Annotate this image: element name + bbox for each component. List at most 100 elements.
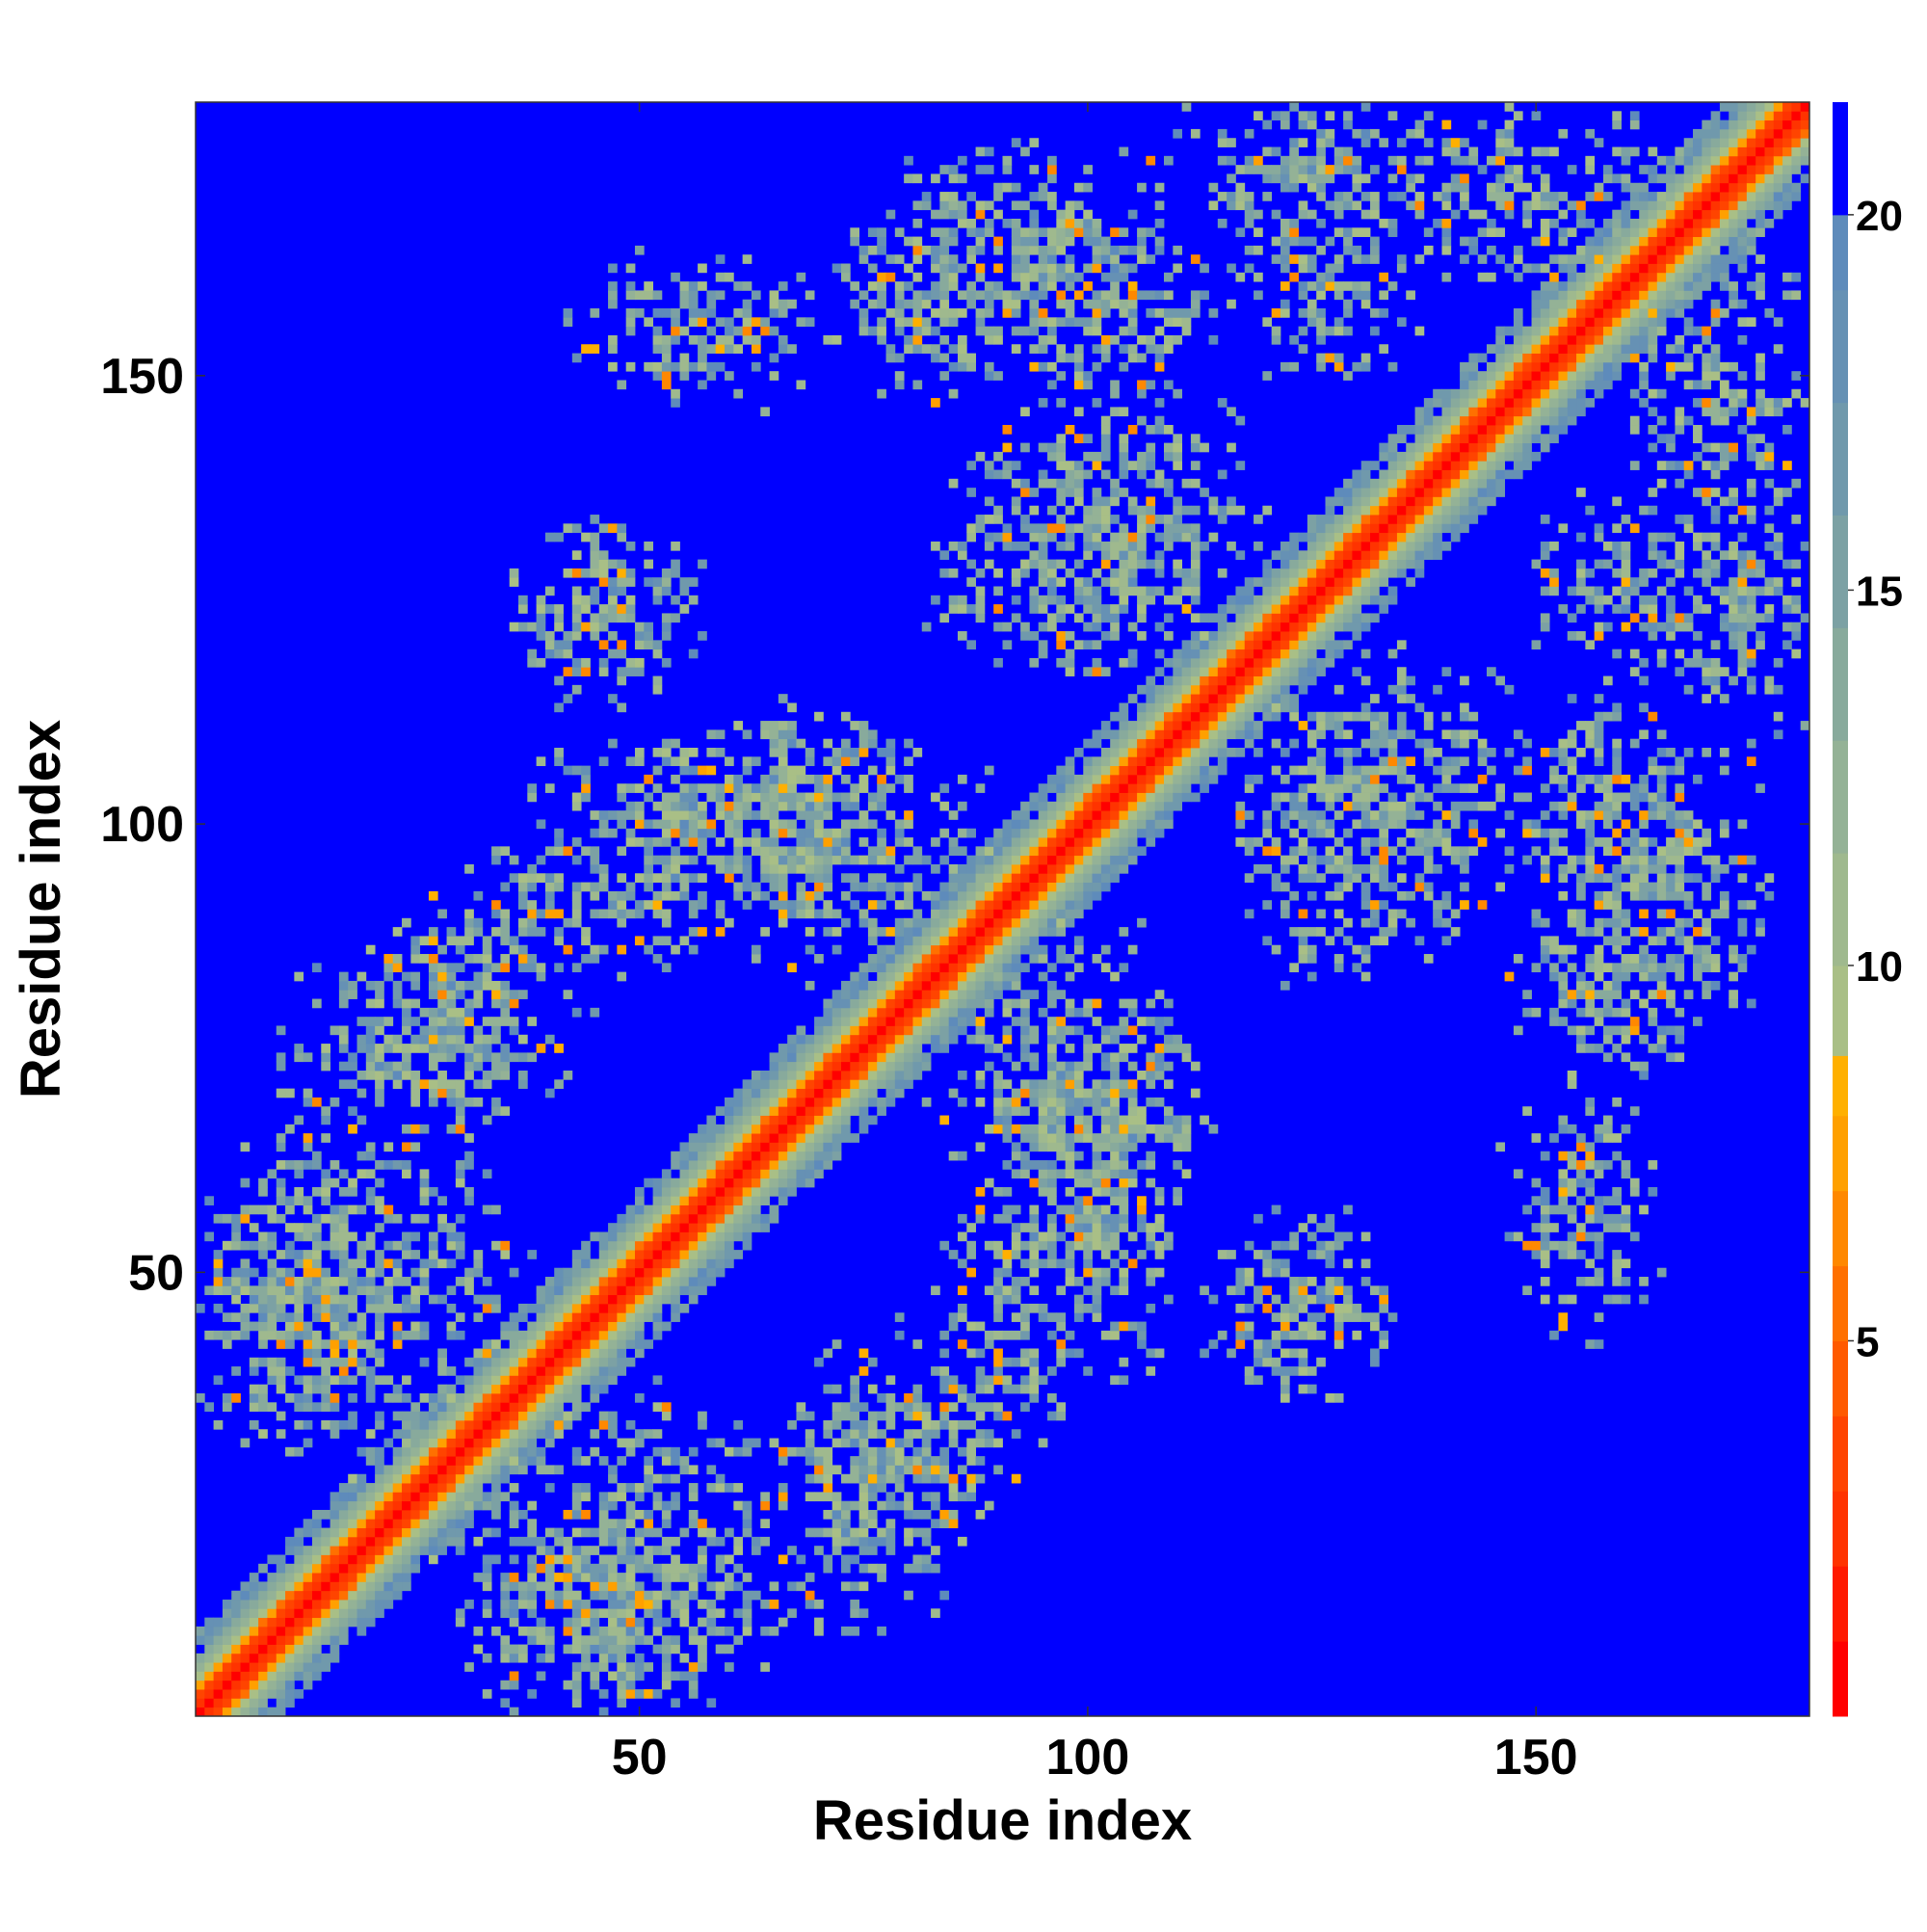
heatmap-cell [544, 1384, 555, 1394]
heatmap-cell [634, 1204, 645, 1215]
heatmap-cell [581, 1321, 591, 1332]
heatmap-cell [392, 1492, 403, 1502]
heatmap-cell [993, 1402, 1003, 1413]
heatmap-cell [885, 353, 896, 363]
heatmap-cell [760, 1169, 770, 1179]
heatmap-cell [1029, 954, 1040, 964]
heatmap-cell [894, 980, 905, 991]
heatmap-cell [634, 1581, 645, 1592]
heatmap-cell [679, 1267, 690, 1278]
heatmap-cell [1092, 1088, 1102, 1098]
heatmap-cell [410, 1097, 421, 1107]
heatmap-cell [375, 1312, 384, 1322]
heatmap-cell [957, 1258, 967, 1269]
heatmap-cell [1056, 801, 1067, 811]
heatmap-cell [867, 990, 878, 999]
heatmap-cell [904, 1438, 913, 1448]
heatmap-cell [706, 1267, 717, 1278]
heatmap-cell [1083, 1088, 1093, 1098]
heatmap-cell [348, 1527, 357, 1538]
heatmap-cell [294, 1330, 304, 1340]
heatmap-cell [778, 1044, 788, 1053]
heatmap-cell [491, 846, 501, 857]
heatmap-cell [778, 334, 788, 345]
heatmap-cell [1029, 828, 1040, 838]
heatmap-cell [581, 1546, 591, 1555]
heatmap-cell [410, 1438, 421, 1448]
heatmap-cell [796, 855, 806, 865]
heatmap-cell [957, 1384, 967, 1394]
heatmap-cell [303, 1573, 313, 1582]
heatmap-cell [491, 1348, 501, 1359]
heatmap-cell [249, 1357, 259, 1367]
heatmap-cell [428, 1419, 438, 1430]
heatmap-cell [356, 1590, 367, 1601]
heatmap-cell [715, 1133, 726, 1143]
heatmap-cell [311, 1097, 322, 1107]
heatmap-cell [1038, 559, 1048, 569]
heatmap-cell [608, 1312, 618, 1322]
heatmap-cell [527, 882, 538, 892]
heatmap-cell [464, 1473, 474, 1484]
heatmap-cell [527, 1500, 538, 1511]
heatmap-cell [500, 882, 511, 892]
heatmap-cell [1020, 801, 1030, 811]
heatmap-cell [509, 1617, 519, 1628]
heatmap-cell [858, 748, 869, 757]
heatmap-cell [240, 1438, 251, 1448]
heatmap-cell [832, 1419, 842, 1430]
heatmap-cell [571, 1698, 582, 1708]
heatmap-cell [1065, 1133, 1075, 1143]
heatmap-cell [410, 971, 421, 982]
heatmap-cell [383, 1509, 394, 1520]
heatmap-cell [598, 873, 609, 883]
heatmap-cell [1092, 1142, 1102, 1152]
heatmap-cell [957, 909, 967, 919]
heatmap-cell [885, 890, 896, 901]
heatmap-cell [858, 1563, 869, 1574]
heatmap-cell [867, 846, 878, 857]
heatmap-cell [706, 792, 717, 803]
heatmap-cell [249, 1653, 259, 1663]
heatmap-cell [931, 1366, 940, 1376]
heatmap-cell [769, 1061, 779, 1072]
heatmap-cell [482, 1204, 492, 1215]
heatmap-cell [715, 1536, 726, 1547]
heatmap-cell [544, 1393, 555, 1403]
heatmap-cell [966, 218, 976, 228]
heatmap-cell [671, 863, 680, 874]
heatmap-cell [850, 236, 860, 247]
heatmap-cell [482, 1446, 492, 1457]
heatmap-cell [571, 604, 582, 614]
heatmap-cell [858, 819, 869, 830]
heatmap-cell [563, 846, 573, 857]
heatmap-cell [867, 245, 878, 255]
heatmap-cell [671, 1240, 680, 1251]
heatmap-cell [365, 1196, 376, 1205]
heatmap-cell [590, 1446, 600, 1457]
heatmap-cell [698, 1160, 707, 1170]
heatmap-cell [948, 863, 959, 874]
heatmap-cell [608, 1626, 618, 1636]
heatmap-cell [464, 1357, 474, 1367]
heatmap-cell [1056, 559, 1067, 569]
heatmap-cell [877, 792, 886, 803]
heatmap-cell [1056, 1079, 1067, 1090]
heatmap-cell [276, 1160, 286, 1170]
heatmap-cell [760, 1492, 770, 1502]
heatmap-cell [948, 890, 959, 901]
heatmap-cell [249, 1698, 259, 1708]
heatmap-cell [617, 1590, 627, 1601]
heatmap-cell [912, 1456, 923, 1466]
heatmap-cell [276, 1133, 286, 1143]
heatmap-cell [778, 1142, 788, 1152]
heatmap-cell [356, 1473, 367, 1484]
heatmap-cell [617, 523, 627, 534]
heatmap-cell [544, 1546, 555, 1555]
heatmap-cell [527, 1600, 538, 1609]
heatmap-cell [1073, 1169, 1084, 1179]
heatmap-cell [823, 1456, 833, 1466]
heatmap-cell [482, 936, 492, 946]
heatmap-cell [437, 1384, 447, 1394]
heatmap-cell [294, 1554, 304, 1565]
